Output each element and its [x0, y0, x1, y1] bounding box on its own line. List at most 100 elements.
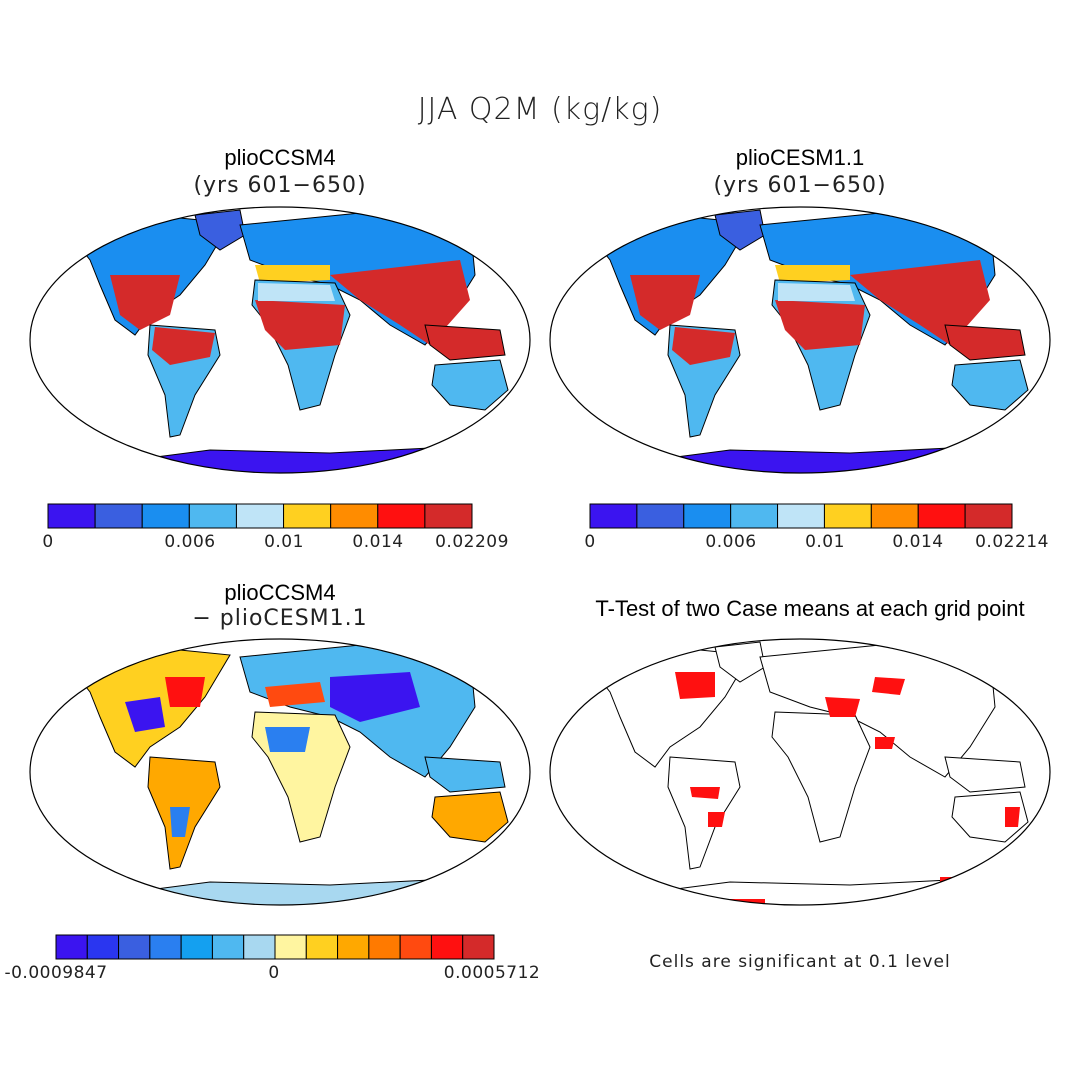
region-us-southeast: [110, 275, 180, 330]
landmass-australia: [951, 359, 1029, 411]
colorbar-bottom-left: [55, 934, 495, 960]
tick-label: 0: [584, 532, 596, 552]
panel-subtitle-bottom-left: − plioCESM1.1: [192, 606, 368, 631]
region-anomaly-negative: [125, 697, 165, 732]
significant-cells: [872, 677, 905, 695]
colorbar-swatch: [917, 503, 966, 529]
colorbar-swatch: [211, 934, 245, 960]
colorbar-swatch: [589, 503, 638, 529]
coastline-africa: [771, 711, 871, 843]
colorbar-swatch: [94, 503, 143, 529]
significant-cells: [675, 672, 715, 699]
panel-title-top-right: plioCESM1.1: [735, 145, 865, 170]
colorbar-swatch: [683, 503, 732, 529]
tick-label: 0.02209: [435, 532, 509, 552]
region-anomaly-negative: [330, 672, 420, 722]
colorbar-swatch: [777, 503, 825, 529]
significance-note: Cells are significant at 0.1 level: [649, 952, 951, 972]
tick-label: 0.01: [805, 532, 845, 552]
figure-title: JJA Q2M (kg/kg): [417, 92, 663, 127]
panel-title-bottom-right: T-Test of two Case means at each grid po…: [595, 596, 1025, 621]
panel-title-top-left: plioCCSM4: [224, 145, 336, 170]
colorbar-swatch: [141, 503, 190, 529]
tick-label: 0: [42, 532, 54, 552]
landmass-antarctica: [109, 446, 491, 473]
region-sahara: [778, 283, 855, 301]
region-us-southeast: [630, 275, 700, 330]
colorbar-swatch: [870, 503, 919, 529]
map-bottom-left: [29, 638, 531, 906]
colorbar-swatch: [274, 934, 307, 960]
landmass-antarctica: [629, 446, 1011, 473]
tick-label: 0.02214: [975, 532, 1049, 552]
region-greenland: [194, 209, 246, 251]
map-top-left: [29, 206, 531, 474]
colorbar-swatch: [243, 934, 276, 960]
colorbar-swatch: [180, 934, 213, 960]
tick-label: 0.006: [705, 532, 757, 552]
colorbar-swatch: [636, 503, 685, 529]
region-mediterranean: [255, 265, 330, 283]
tick-label: 0.014: [892, 532, 944, 552]
coastline-south-america: [667, 756, 741, 870]
map-bottom-right: [549, 638, 1051, 906]
region-amazon: [152, 327, 215, 365]
colorbar-swatch: [823, 503, 872, 529]
colorbar-swatch: [730, 503, 779, 529]
panel-subtitle-top-left: (yrs 601−650): [193, 173, 367, 198]
colorbar-swatch: [47, 503, 96, 529]
significant-cells: [708, 812, 725, 827]
colorbar-swatch: [368, 934, 401, 960]
colorbar-swatch: [462, 934, 495, 960]
colorbar-top-left: [47, 503, 473, 529]
colorbar-swatch: [283, 503, 332, 529]
region-south-asia: [330, 260, 470, 345]
landmass-maritime-asia: [944, 324, 1026, 361]
colorbar-swatch: [337, 934, 370, 960]
region-amazon: [672, 327, 735, 365]
tick-label: 0.0005712: [443, 963, 541, 983]
significant-cells: [690, 787, 720, 799]
tick-label: 0.006: [164, 532, 216, 552]
coastline-greenland: [714, 641, 766, 683]
colorbar-swatch: [330, 503, 379, 529]
colorbar-top-right: [589, 503, 1013, 529]
region-anomaly-negative: [265, 727, 310, 752]
colorbar-swatch: [305, 934, 339, 960]
region-mediterranean: [775, 265, 850, 283]
region-greenland: [714, 209, 766, 251]
region-sahel: [775, 300, 865, 350]
landmass-maritime-asia: [424, 756, 506, 793]
region-south-asia: [850, 260, 990, 345]
panel-subtitle-top-right: (yrs 601−650): [713, 173, 887, 198]
coastline-australia: [951, 791, 1029, 843]
tick-label: 0.014: [352, 532, 404, 552]
colorbar-swatch: [86, 934, 120, 960]
landmass-australia: [431, 791, 509, 843]
map-top-right: [549, 206, 1051, 474]
region-anomaly-positive: [265, 682, 325, 707]
tick-label: 0: [268, 963, 280, 983]
landmass-antarctica: [109, 878, 491, 905]
region-anomaly-positive: [165, 677, 205, 707]
colorbar-swatch: [149, 934, 182, 960]
colorbar-swatch: [430, 934, 464, 960]
tick-label: 0.01: [264, 532, 304, 552]
colorbar-swatch: [424, 503, 473, 529]
colorbar-swatch: [235, 503, 285, 529]
coastline-antarctica: [629, 878, 1011, 905]
region-sahara: [258, 283, 335, 301]
colorbar-swatch: [188, 503, 237, 529]
landmass-maritime-asia: [424, 324, 506, 361]
colorbar-swatch: [964, 503, 1013, 529]
significant-cells: [875, 737, 895, 749]
tick-label: -0.0009847: [4, 963, 108, 983]
significant-cells: [1005, 807, 1020, 827]
region-sahel: [255, 300, 345, 350]
region-anomaly-negative: [170, 807, 190, 837]
coastline-maritime-asia: [944, 756, 1026, 793]
panel-title-bottom-left: plioCCSM4: [224, 580, 336, 605]
significant-cells: [825, 697, 860, 717]
colorbar-swatch: [399, 934, 432, 960]
landmass-australia: [431, 359, 509, 411]
